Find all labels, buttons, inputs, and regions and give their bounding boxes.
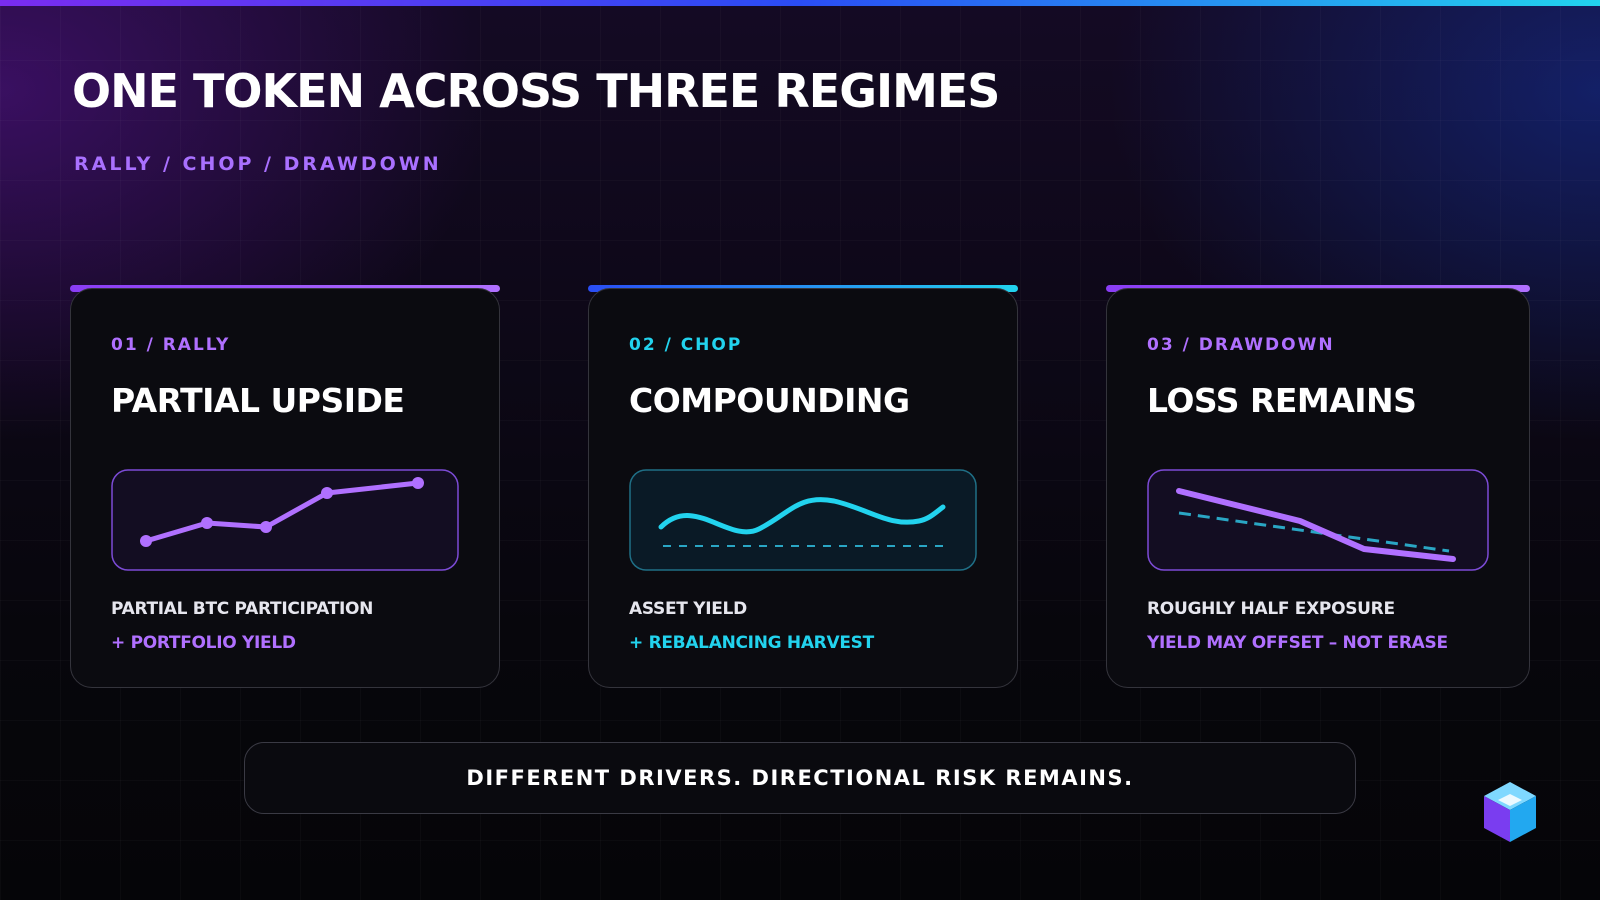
card-line: ROUGHLY HALF EXPOSURE xyxy=(1147,599,1395,619)
card: 02 / CHOP COMPOUNDING ASSET YIELD + REBA… xyxy=(588,288,1018,688)
slide-title: ONE TOKEN ACROSS THREE REGIMES xyxy=(72,64,1000,118)
footer-note: DIFFERENT DRIVERS. DIRECTIONAL RISK REMA… xyxy=(244,742,1356,814)
sparkline xyxy=(1147,469,1489,571)
card-line: + PORTFOLIO YIELD xyxy=(111,633,296,653)
sparkline xyxy=(629,469,977,571)
card-title: LOSS REMAINS xyxy=(1147,381,1417,420)
card-title: COMPOUNDING xyxy=(629,381,910,420)
card-line: ASSET YIELD xyxy=(629,599,747,619)
footer-text: DIFFERENT DRIVERS. DIRECTIONAL RISK REMA… xyxy=(466,766,1134,790)
card-title: PARTIAL UPSIDE xyxy=(111,381,405,420)
card: 01 / RALLY PARTIAL UPSIDE PARTIAL BTC PA… xyxy=(70,288,500,688)
card-line: YIELD MAY OFFSET – NOT ERASE xyxy=(1147,633,1448,653)
card: 03 / DRAWDOWN LOSS REMAINS ROUGHLY HALF … xyxy=(1106,288,1530,688)
card-label: 02 / CHOP xyxy=(629,335,743,355)
card-label: 03 / DRAWDOWN xyxy=(1147,335,1335,355)
card-label: 01 / RALLY xyxy=(111,335,231,355)
sparkline xyxy=(111,469,459,571)
top-accent xyxy=(0,0,1600,6)
logo xyxy=(1484,782,1536,842)
card-line: PARTIAL BTC PARTICIPATION xyxy=(111,599,374,619)
slide-subtitle: RALLY / CHOP / DRAWDOWN xyxy=(74,153,442,175)
card-line: + REBALANCING HARVEST xyxy=(629,633,874,653)
